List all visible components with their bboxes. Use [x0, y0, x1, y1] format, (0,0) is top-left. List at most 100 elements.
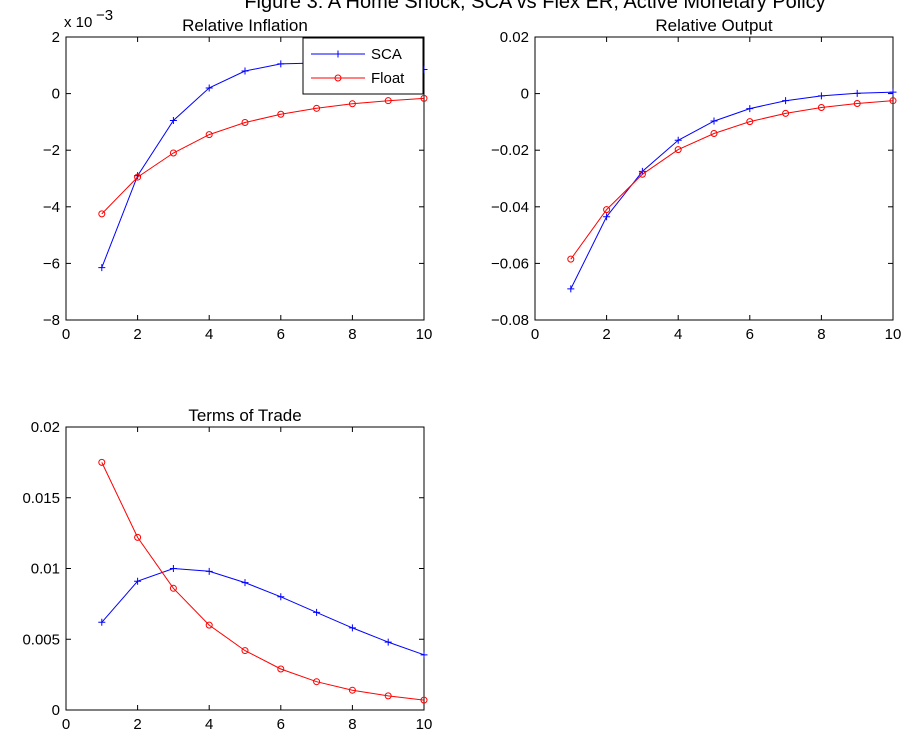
- data-point-float: [384, 692, 392, 700]
- x-tick-label: 0: [62, 326, 70, 343]
- legend-marker-float: [334, 74, 342, 82]
- data-point-float: [205, 621, 213, 629]
- figure-suptitle: Figure 3: A Home Shock, SCA vs Flex ER, …: [244, 0, 825, 13]
- data-point-sca: [98, 618, 106, 626]
- y-tick-label: −0.02: [491, 142, 529, 159]
- legend-marker-sca: [334, 50, 342, 58]
- data-point-sca: [674, 136, 682, 144]
- y-tick-label: 0: [521, 86, 529, 103]
- data-point-float: [348, 100, 356, 108]
- legend: SCA Float: [302, 37, 424, 95]
- x-tick-label: 2: [133, 716, 141, 733]
- data-point-float: [98, 458, 106, 466]
- data-point-float: [674, 146, 682, 154]
- data-point-sca: [567, 285, 575, 293]
- data-point-float: [348, 686, 356, 694]
- y-axis-exponent: −3: [96, 7, 113, 24]
- data-point-float: [638, 170, 646, 178]
- data-point-sca: [348, 624, 356, 632]
- x-tick-label: 10: [416, 716, 433, 733]
- data-point-sca: [277, 60, 285, 68]
- series-line-float: [570, 100, 894, 260]
- data-point-float: [313, 678, 321, 686]
- data-point-sca: [277, 593, 285, 601]
- y-tick-label: −2: [43, 142, 60, 159]
- x-tick-label: 4: [674, 326, 682, 343]
- data-point-float: [603, 206, 611, 214]
- data-point-sca: [169, 565, 177, 572]
- x-tick-label: 2: [602, 326, 610, 343]
- legend-box: [302, 37, 424, 95]
- x-tick-label: 2: [133, 326, 141, 343]
- x-tick-label: 10: [416, 326, 433, 343]
- x-tick-label: 4: [205, 716, 213, 733]
- x-tick-label: 8: [348, 326, 356, 343]
- x-tick-label: 6: [277, 326, 285, 343]
- data-point-sca: [241, 579, 249, 587]
- x-tick-label: 6: [277, 716, 285, 733]
- axes-box: [534, 36, 894, 321]
- y-tick-label: 0.005: [22, 631, 60, 648]
- y-tick-label: 0.015: [22, 490, 60, 507]
- data-point-float: [277, 110, 285, 118]
- series-line-sca: [570, 91, 894, 290]
- data-point-float: [241, 647, 249, 655]
- data-point-float: [205, 131, 213, 139]
- data-point-sca: [205, 567, 213, 575]
- series-line-float: [101, 97, 425, 215]
- data-point-sca: [853, 89, 861, 97]
- data-point-sca: [889, 88, 897, 96]
- data-point-float: [134, 173, 142, 181]
- series-line-sca: [101, 567, 425, 656]
- data-point-float: [384, 97, 392, 105]
- x-tick-label: 8: [348, 716, 356, 733]
- chart-panel-2: 0 2 4 6 8 10 −0.08 −0.06 −0.04 −0.02 0 0.02 Relative…: [491, 16, 901, 343]
- y-tick-label: −8: [43, 312, 60, 329]
- data-point-float: [817, 103, 825, 111]
- chart-title: Relative Output: [655, 16, 772, 35]
- y-tick-label: 0.02: [500, 29, 529, 46]
- data-point-float: [710, 130, 718, 138]
- data-point-sca: [710, 117, 718, 125]
- data-point-float: [169, 149, 177, 157]
- data-point-sca: [746, 105, 754, 113]
- axes-box: [65, 36, 425, 321]
- data-point-float: [420, 696, 428, 704]
- y-tick-label: 0: [52, 702, 60, 719]
- data-point-sca: [205, 84, 213, 92]
- data-point-sca: [420, 651, 428, 659]
- series-line-float: [101, 462, 425, 701]
- legend-label-sca: SCA: [371, 46, 402, 63]
- y-tick-label: −0.08: [491, 312, 529, 329]
- x-tick-label: 0: [531, 326, 539, 343]
- data-point-sca: [98, 264, 106, 272]
- axes-box: [65, 426, 425, 711]
- data-point-float: [169, 584, 177, 592]
- y-tick-label: −0.04: [491, 199, 529, 216]
- y-tick-label: −6: [43, 255, 60, 272]
- data-point-float: [277, 665, 285, 673]
- y-tick-label: 0.01: [31, 561, 60, 578]
- chart-title: Terms of Trade: [188, 406, 301, 425]
- data-point-sca: [603, 213, 611, 221]
- legend-label-float: Float: [371, 70, 405, 87]
- y-tick-label: 2: [52, 29, 60, 46]
- x-tick-label: 6: [746, 326, 754, 343]
- data-point-sca: [241, 67, 249, 75]
- data-point-float: [853, 100, 861, 108]
- data-point-float: [567, 255, 575, 263]
- y-axis-multiplier: x 10: [64, 14, 92, 31]
- y-tick-label: 0.02: [31, 419, 60, 436]
- data-point-float: [134, 533, 142, 541]
- data-point-float: [313, 104, 321, 112]
- data-point-float: [420, 94, 428, 102]
- data-point-float: [241, 118, 249, 126]
- data-point-sca: [134, 577, 142, 585]
- data-point-float: [746, 118, 754, 126]
- y-tick-label: 0: [52, 86, 60, 103]
- data-point-float: [889, 97, 897, 105]
- x-tick-label: 8: [817, 326, 825, 343]
- y-tick-label: −4: [43, 199, 60, 216]
- y-tick-label: −0.06: [491, 255, 529, 272]
